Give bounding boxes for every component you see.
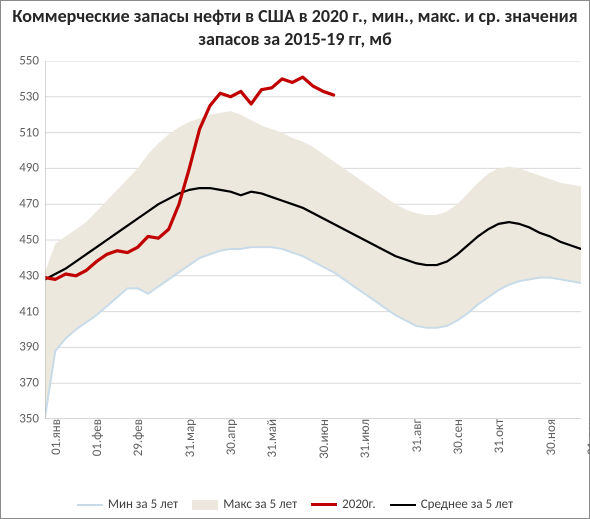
- legend-label: Среднее за 5 лет: [421, 497, 513, 512]
- plot-area: 35037039041043045047049051053055001.янв0…: [45, 61, 581, 419]
- x-tick-label: 30.ноя: [540, 419, 559, 455]
- y-tick-label: 430: [19, 268, 45, 283]
- range-band: [45, 111, 581, 417]
- y-tick-label: 530: [19, 89, 45, 104]
- x-tick-label: 31.дек: [581, 419, 590, 455]
- legend-swatch: [77, 504, 103, 506]
- legend-item-y2020: 2020г.: [311, 497, 376, 512]
- x-tick-label: 31.окт: [488, 419, 507, 453]
- legend-item-max5: Макс за 5 лет: [192, 497, 297, 512]
- x-tick-label: 31.мар: [179, 419, 198, 457]
- chart-title: Коммерческие запасы нефти в США в 2020 г…: [1, 5, 589, 50]
- chart-svg: [45, 61, 581, 419]
- y-tick-label: 370: [19, 376, 45, 391]
- y-tick-label: 510: [19, 125, 45, 140]
- legend: Мин за 5 лет Макс за 5 лет 2020г. Среднее з…: [1, 497, 589, 512]
- y-tick-label: 350: [19, 412, 45, 427]
- y-tick-label: 390: [19, 340, 45, 355]
- legend-label: Мин за 5 лет: [108, 497, 178, 512]
- x-tick-label: 31.июл: [354, 419, 373, 458]
- y-tick-label: 470: [19, 197, 45, 212]
- x-tick-label: 29.фев: [127, 419, 146, 456]
- legend-swatch: [390, 504, 416, 506]
- x-tick-label: 30.июн: [313, 419, 332, 459]
- x-tick-label: 30.апр: [220, 419, 239, 455]
- x-tick-label: 31.авг: [406, 419, 425, 452]
- legend-item-avg5: Среднее за 5 лет: [390, 497, 513, 512]
- y-tick-label: 490: [19, 161, 45, 176]
- x-tick-label: 01.янв: [45, 419, 64, 455]
- legend-swatch: [192, 500, 218, 510]
- y-tick-label: 550: [19, 54, 45, 69]
- y-tick-label: 450: [19, 233, 45, 248]
- x-tick-label: 31.май: [261, 419, 280, 458]
- x-tick-label: 01.фев: [86, 419, 105, 456]
- legend-swatch: [311, 503, 337, 506]
- chart-frame: Коммерческие запасы нефти в США в 2020 г…: [0, 0, 590, 519]
- legend-label: Макс за 5 лет: [223, 497, 297, 512]
- y-tick-label: 410: [19, 304, 45, 319]
- x-tick-label: 30.сен: [447, 419, 466, 454]
- legend-label: 2020г.: [342, 497, 376, 512]
- legend-item-min5: Мин за 5 лет: [77, 497, 178, 512]
